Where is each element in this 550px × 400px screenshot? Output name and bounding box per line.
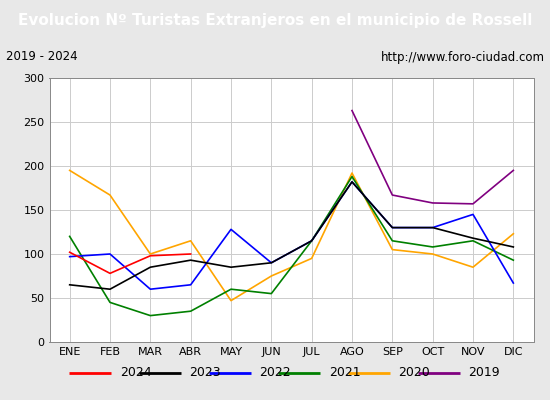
Text: http://www.foro-ciudad.com: http://www.foro-ciudad.com <box>381 50 544 64</box>
Text: Evolucion Nº Turistas Extranjeros en el municipio de Rossell: Evolucion Nº Turistas Extranjeros en el … <box>18 12 532 28</box>
Text: 2021: 2021 <box>329 366 360 380</box>
Text: 2024: 2024 <box>120 366 151 380</box>
Text: 2023: 2023 <box>189 366 221 380</box>
Text: 2022: 2022 <box>259 366 290 380</box>
Text: 2019 - 2024: 2019 - 2024 <box>6 50 77 64</box>
Text: 2020: 2020 <box>398 366 430 380</box>
Text: 2019: 2019 <box>468 366 499 380</box>
